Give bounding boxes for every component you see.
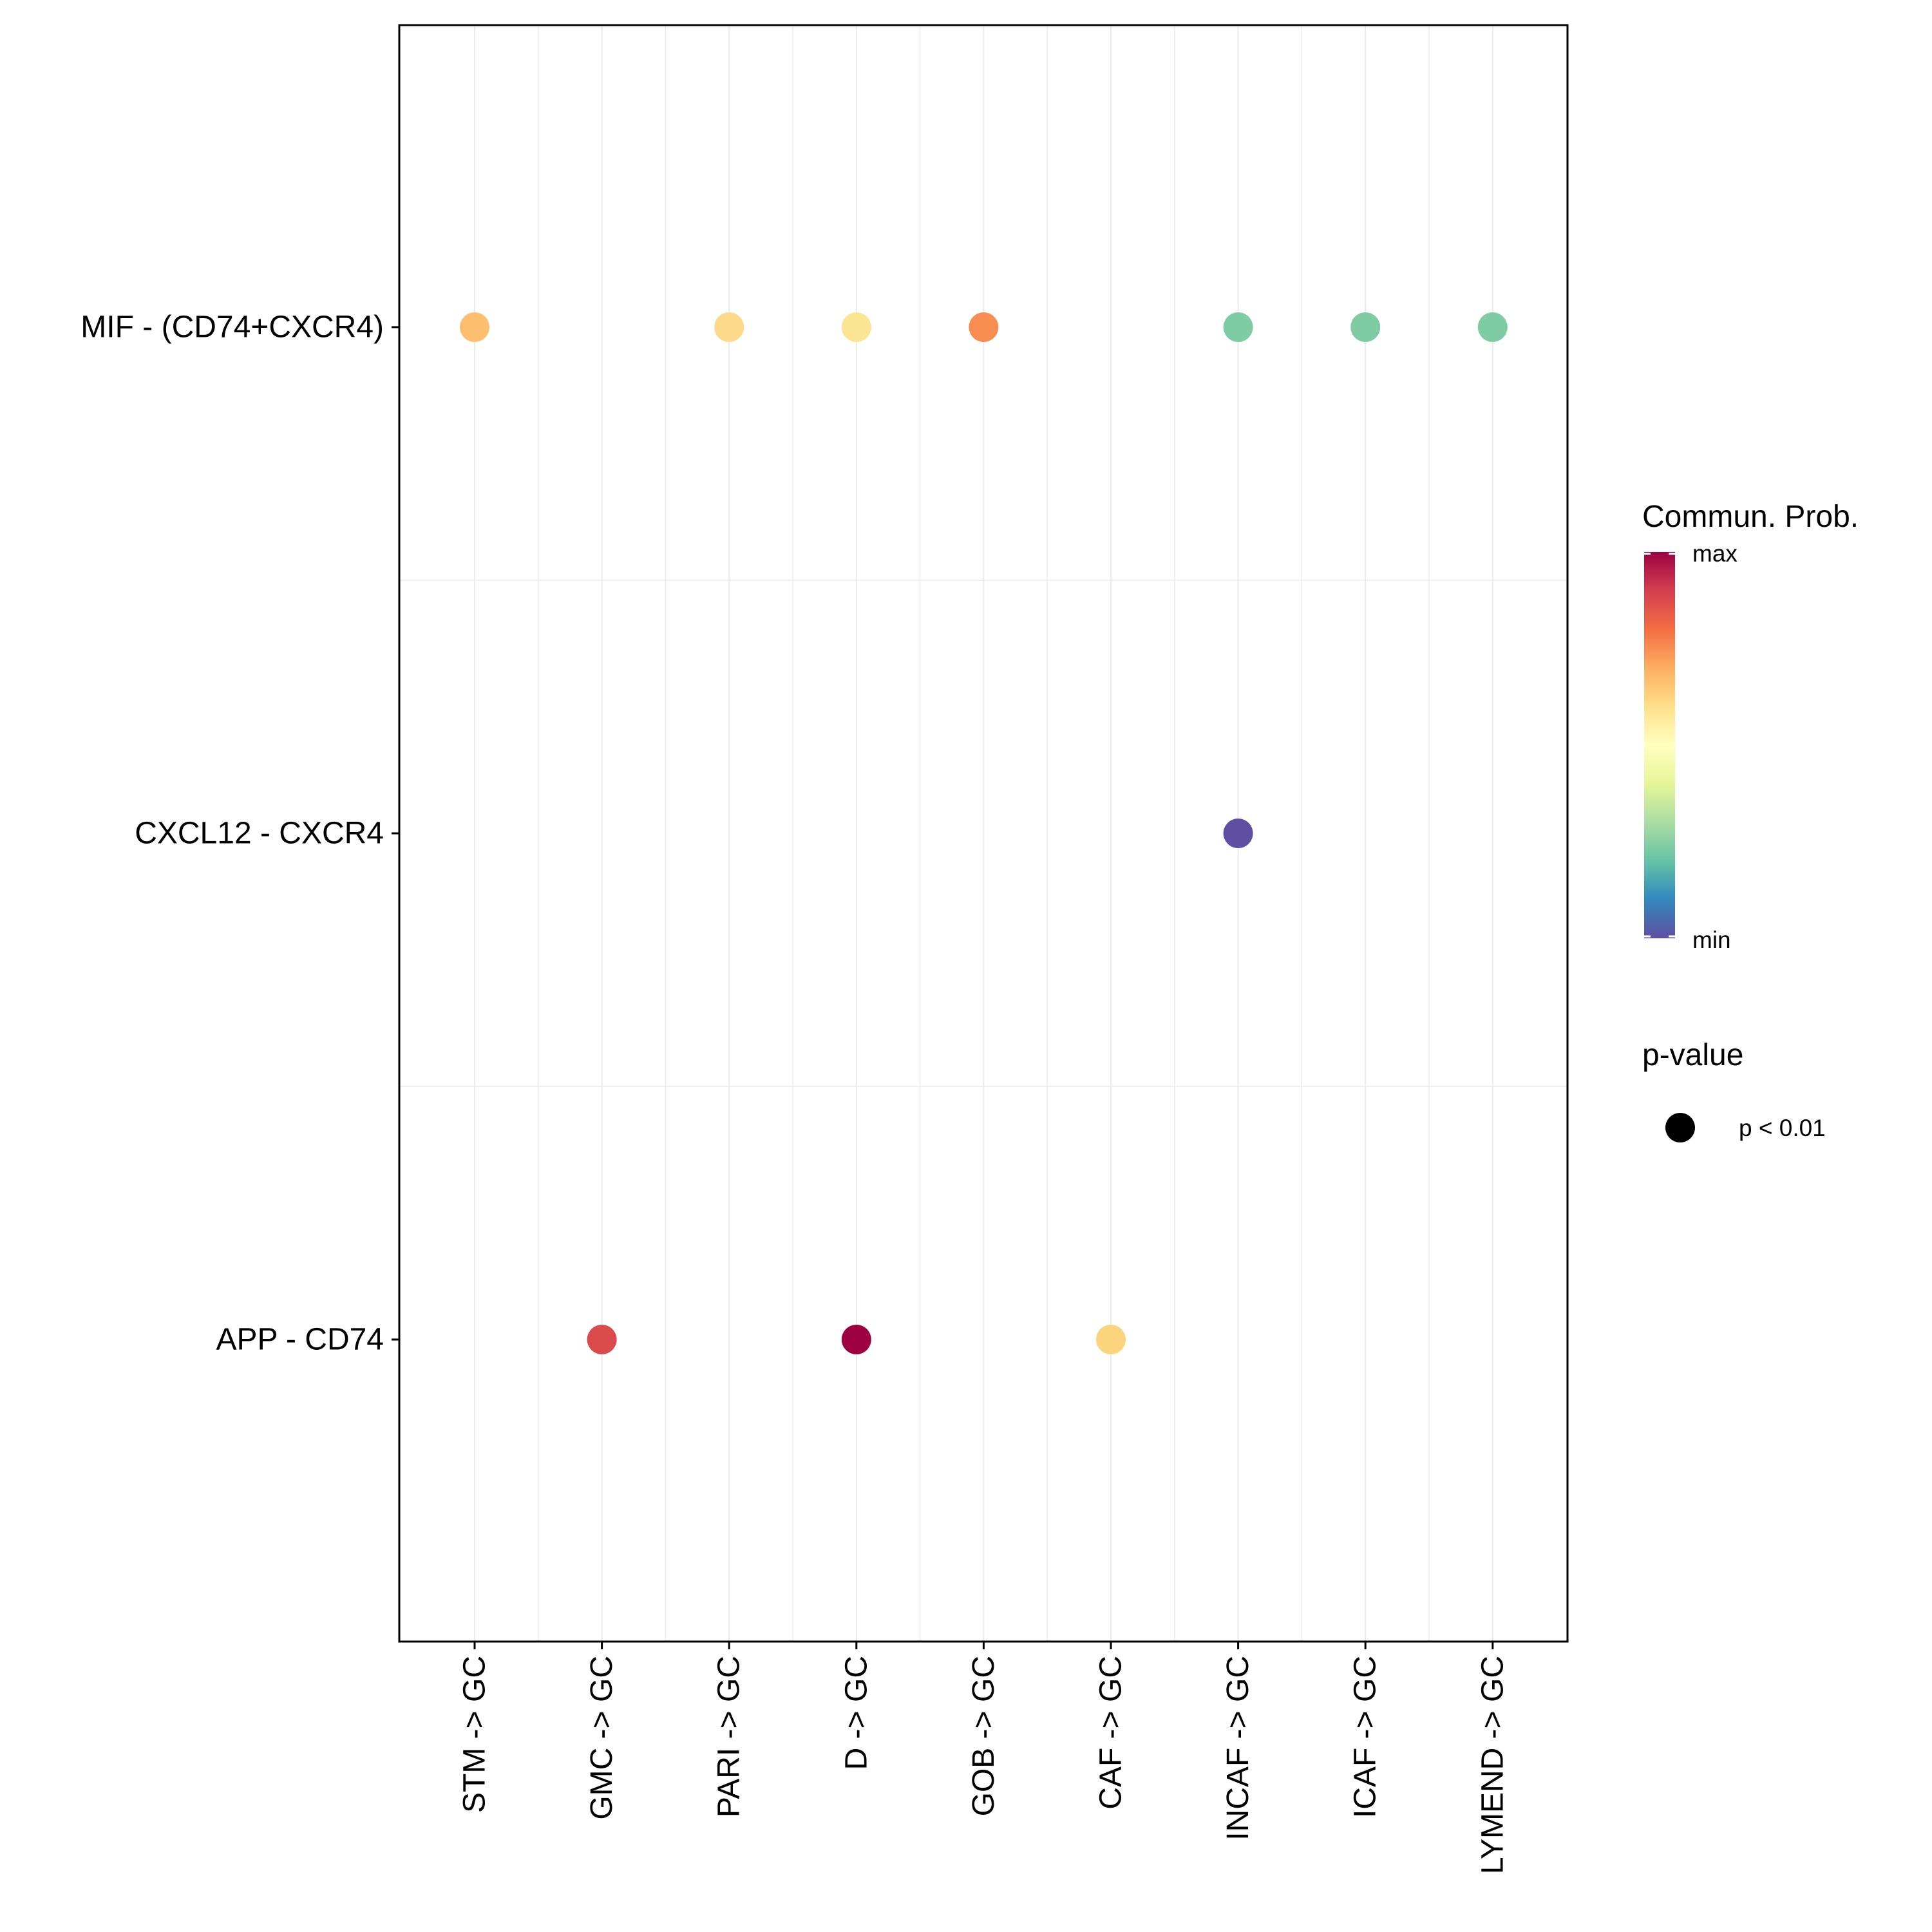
colorbar [1644, 552, 1675, 938]
colorbar-min-label: min [1692, 927, 1731, 953]
data-point [1477, 312, 1508, 342]
y-axis: MIF - (CD74+CXCR4) CXCL12 - CXCR4 APP - CD… [80, 310, 399, 1357]
x-tick-label: LYMEND -> GC [1475, 1656, 1510, 1874]
size-legend-label: p < 0.01 [1739, 1115, 1826, 1141]
x-tick-label: CAF -> GC [1094, 1656, 1128, 1810]
x-tick-label: D -> GC [839, 1656, 873, 1770]
size-legend-title: p-value [1642, 1038, 1743, 1072]
legend: Commun. Prob. max min p-value p < 0.01 [1642, 500, 1859, 1142]
y-tick-label: CXCL12 - CXCR4 [135, 817, 384, 851]
data-point [587, 1325, 617, 1354]
x-axis: STM -> GC GMC -> GC PARI -> GC D -> GC GOB -… [458, 1642, 1510, 1874]
x-tick-label: ICAF -> GC [1349, 1656, 1383, 1818]
data-point [1223, 312, 1253, 342]
x-tick-label: GOB -> GC [967, 1656, 1001, 1816]
data-point [841, 1325, 871, 1354]
x-tick-label: GMC -> GC [585, 1656, 619, 1820]
x-tick-label: INCAF -> GC [1221, 1656, 1255, 1841]
color-legend-title: Commun. Prob. [1642, 500, 1859, 534]
size-legend-dot [1665, 1113, 1695, 1142]
grid-lines [399, 25, 1567, 1642]
data-point [1096, 1325, 1126, 1354]
y-tick-label: MIF - (CD74+CXCR4) [80, 310, 384, 345]
x-tick-label: STM -> GC [458, 1656, 492, 1813]
data-point [969, 312, 999, 342]
data-points [460, 312, 1508, 1354]
x-tick-label: PARI -> GC [712, 1656, 746, 1817]
y-tick-label: APP - CD74 [216, 1323, 384, 1357]
data-point [714, 312, 744, 342]
data-point [1350, 312, 1381, 342]
colorbar-max-label: max [1692, 540, 1738, 567]
data-point [841, 312, 871, 342]
data-point [1223, 819, 1253, 848]
data-point [460, 312, 489, 342]
